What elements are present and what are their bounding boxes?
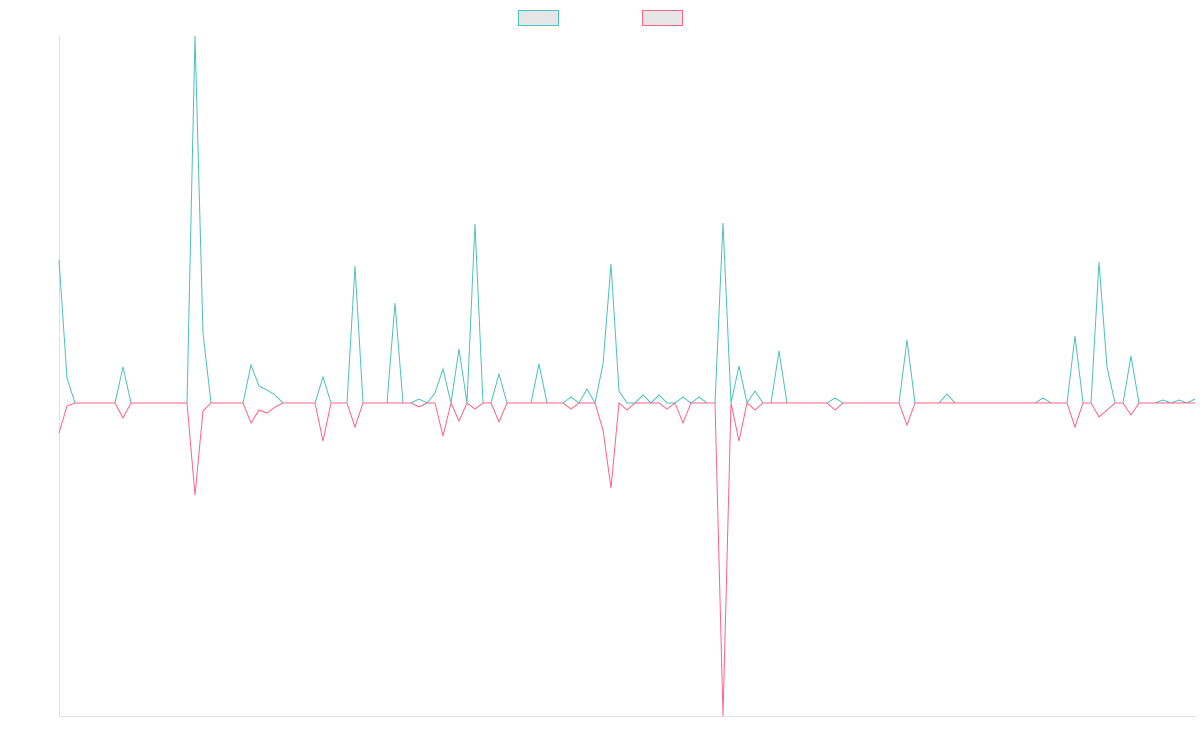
legend-swatch	[518, 10, 559, 26]
legend-swatch	[642, 10, 683, 26]
line-series	[58, 35, 1196, 405]
line-series	[58, 401, 1195, 717]
